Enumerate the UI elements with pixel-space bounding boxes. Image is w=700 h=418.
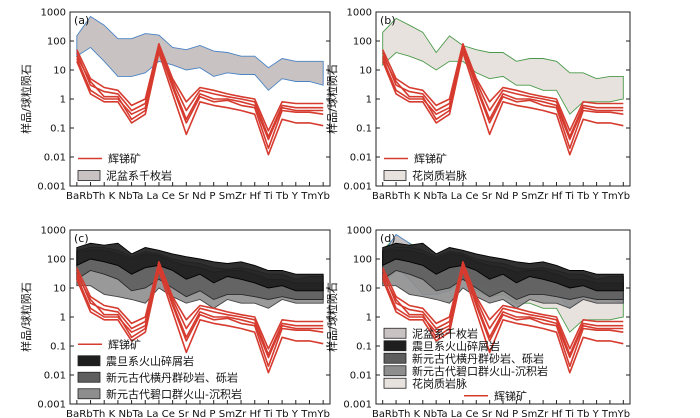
y-tick-label: 1 bbox=[60, 95, 66, 106]
band-3-3 bbox=[76, 242, 324, 292]
legend-label: 辉锑矿 bbox=[414, 153, 447, 166]
legend-swatch bbox=[77, 355, 101, 367]
y-tick-label: 0.001 bbox=[343, 400, 372, 411]
y-tick-label: 0.01 bbox=[350, 153, 372, 164]
y-tick-label: 0.01 bbox=[44, 153, 66, 164]
y-tick-label: 1000 bbox=[41, 8, 66, 19]
stibnite-line-2-4 bbox=[381, 42, 624, 132]
stibnite-line-2-1 bbox=[381, 46, 624, 141]
stibnite-line-2-2 bbox=[381, 44, 624, 138]
legend-swatch bbox=[383, 352, 407, 364]
stibnite-line-4-5 bbox=[381, 269, 624, 374]
panel-tag: (d) bbox=[380, 232, 396, 245]
panel-d: 0.001 0.01 0.1 1 10 100 1000 BaRbTh K NbTa La C… bbox=[325, 226, 631, 418]
stibnite-line-1-4 bbox=[76, 42, 324, 132]
legend-label: 新元古代碧口群火山-沉积岩 bbox=[106, 387, 242, 401]
legend-swatch bbox=[383, 377, 407, 389]
panel-a: 0.001 0.01 0.1 1 10 100 1000 BaRbTh K NbTa La C… bbox=[19, 8, 331, 202]
legend-label: 新元古代碧口群火山-沉积岩 bbox=[412, 364, 548, 378]
stibnite-line-1-5 bbox=[76, 51, 324, 156]
band-4-5 bbox=[382, 242, 624, 292]
y-tick-label: 10 bbox=[53, 66, 66, 77]
y-tick-label: 100 bbox=[353, 37, 372, 48]
y-tick-label: 0.1 bbox=[356, 342, 372, 353]
legend-label: 泥盆系千枚岩 bbox=[412, 326, 478, 340]
y-tick-label: 0.1 bbox=[50, 342, 66, 353]
stibnite-line-1-3 bbox=[76, 47, 324, 150]
y-axis-title: 样品/球粒陨石 bbox=[325, 282, 339, 352]
y-tick-label: 10 bbox=[359, 66, 372, 77]
y-tick-label: 0.001 bbox=[37, 182, 66, 193]
y-tick-label: 1 bbox=[60, 313, 66, 324]
legend-swatch bbox=[383, 170, 407, 181]
y-tick-label: 100 bbox=[47, 255, 66, 266]
legend-swatch bbox=[77, 170, 101, 181]
legend-swatch bbox=[77, 388, 101, 400]
y-tick-label: 0.001 bbox=[343, 182, 372, 193]
panel-c: 0.001 0.01 0.1 1 10 100 1000 BaRbTh K NbTa La C… bbox=[19, 226, 331, 418]
y-tick-label: 1000 bbox=[347, 226, 372, 237]
x-tick-labels: BaRbTh K NbTa La Ce Sr Nd P SmZr Hf Ti T… bbox=[372, 409, 630, 418]
stibnite-line-3-5 bbox=[76, 269, 324, 374]
legend-label: 辉锑矿 bbox=[108, 153, 141, 166]
legend-swatch bbox=[383, 327, 407, 339]
panel-b: 0.001 0.01 0.1 1 10 100 1000 BaRbTh K NbTa La C… bbox=[325, 8, 631, 202]
x-tick-labels: BaRbTh K NbTa La Ce Sr Nd P SmZr Hf Ti T… bbox=[372, 191, 630, 202]
y-tick-label: 0.1 bbox=[356, 124, 372, 135]
legend-label: 辉锑矿 bbox=[108, 338, 141, 351]
stibnite-line-3-3 bbox=[76, 265, 324, 368]
legend-swatch bbox=[77, 371, 101, 383]
y-tick-label: 1000 bbox=[41, 226, 66, 237]
y-tick-label: 1 bbox=[366, 313, 372, 324]
stibnite-line-1-2 bbox=[76, 44, 324, 138]
band-1-1 bbox=[76, 15, 324, 91]
legend-label: 花岗质岩脉 bbox=[412, 376, 467, 390]
stibnite-line-3-2 bbox=[76, 262, 324, 356]
y-tick-label: 0.1 bbox=[50, 124, 66, 135]
y-tick-label: 0.001 bbox=[37, 400, 66, 411]
y-axis-title: 样品/球粒陨石 bbox=[19, 64, 33, 134]
y-tick-label: 1 bbox=[366, 95, 372, 106]
panel-tag: (c) bbox=[74, 232, 89, 245]
legend-label: 辉锑矿 bbox=[494, 390, 527, 403]
panel-tag: (a) bbox=[74, 14, 89, 27]
stibnite-line-4-2 bbox=[381, 262, 624, 356]
x-tick-labels: BaRbTh K NbTa La Ce Sr Nd P SmZr Hf Ti T… bbox=[66, 409, 330, 418]
x-tick-labels: BaRbTh K NbTa La Ce Sr Nd P SmZr Hf Ti T… bbox=[66, 191, 330, 202]
legend-swatch bbox=[383, 365, 407, 377]
legend-label: 震旦系火山碎屑岩 bbox=[106, 354, 194, 368]
stibnite-line-2-5 bbox=[381, 51, 624, 156]
legend-label: 震旦系火山碎屑岩 bbox=[412, 339, 500, 353]
legend-label: 新元古代横丹群砂岩、砾岩 bbox=[106, 370, 238, 384]
y-axis-title: 样品/球粒陨石 bbox=[19, 282, 33, 352]
legend-label: 泥盆系千枚岩 bbox=[106, 169, 172, 183]
band-2-1 bbox=[382, 17, 624, 115]
legend-label: 新元古代横丹群砂岩、砾岩 bbox=[412, 351, 544, 365]
stibnite-line-3-1 bbox=[76, 264, 324, 359]
y-tick-label: 1000 bbox=[347, 8, 372, 19]
legend-label: 花岗质岩脉 bbox=[412, 169, 467, 183]
stibnite-line-4-4 bbox=[381, 260, 624, 350]
stibnite-line-2-3 bbox=[381, 47, 624, 150]
y-tick-label: 10 bbox=[53, 284, 66, 295]
legend-swatch bbox=[383, 340, 407, 352]
y-axis-title: 样品/球粒陨石 bbox=[325, 64, 339, 134]
stibnite-line-1-1 bbox=[76, 46, 324, 141]
y-tick-label: 10 bbox=[359, 284, 372, 295]
y-tick-label: 100 bbox=[47, 37, 66, 48]
y-tick-label: 100 bbox=[353, 255, 372, 266]
stibnite-line-3-4 bbox=[76, 260, 324, 350]
stibnite-line-4-3 bbox=[381, 265, 624, 368]
stibnite-line-4-1 bbox=[381, 264, 624, 359]
panel-tag: (b) bbox=[380, 14, 396, 27]
y-tick-label: 0.01 bbox=[44, 371, 66, 382]
y-tick-label: 0.01 bbox=[350, 371, 372, 382]
